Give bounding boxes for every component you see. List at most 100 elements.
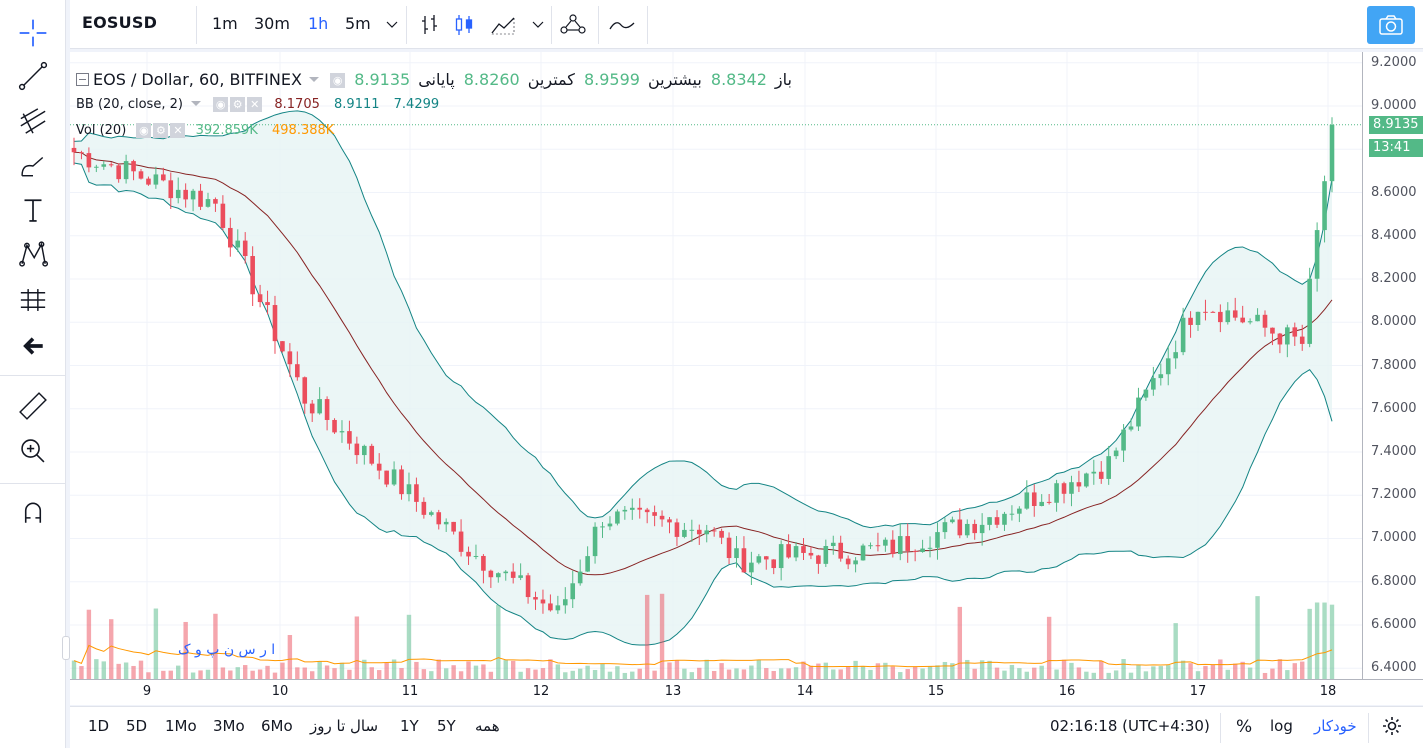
zoom-in-icon[interactable] [12, 432, 54, 470]
legend-open-value: 8.8342 [710, 70, 767, 89]
candle-body [376, 463, 382, 471]
series-title[interactable]: EOS / Dollar, 60, BITFINEX [93, 70, 302, 89]
candle-body [741, 548, 747, 573]
time-axis[interactable]: 9 10 11 12 13 14 15 16 17 18 [70, 679, 1423, 705]
range-1d[interactable]: 1D [88, 717, 110, 735]
bars-icon[interactable] [413, 10, 445, 40]
candle-body [912, 550, 918, 553]
candle-body [1270, 327, 1275, 334]
hide-panel-arrow-icon[interactable] [12, 327, 54, 365]
volume-bar [741, 669, 747, 679]
candle-body [1203, 311, 1208, 313]
candle-body [950, 519, 955, 523]
interval-1h[interactable]: 1h [308, 14, 329, 33]
candle-body [585, 556, 590, 572]
chevron-down-icon[interactable] [522, 10, 554, 40]
volume-bar [823, 662, 829, 679]
volume-bar [1314, 602, 1320, 679]
range-6mo[interactable]: 6Mo [261, 717, 293, 735]
candle-body [644, 509, 650, 513]
range-5y[interactable]: 5Y [437, 717, 456, 735]
collapse-icon[interactable] [76, 73, 89, 86]
trend-line-icon[interactable] [12, 57, 54, 95]
pattern-icon[interactable] [12, 235, 54, 273]
pitchfork-icon[interactable] [12, 102, 54, 140]
chevron-down-icon[interactable] [376, 10, 408, 40]
candle-body [875, 545, 881, 547]
watermark: ا ر س ن پ و ک [178, 642, 276, 658]
eye-icon[interactable]: ◉ [330, 73, 346, 88]
prediction-icon[interactable] [12, 281, 54, 319]
candle-body [429, 512, 434, 515]
bb-basis-value: 8.1705 [274, 97, 320, 112]
candle-body [1210, 311, 1216, 313]
range-5d[interactable]: 5D [126, 717, 148, 735]
volume-bar [726, 669, 732, 679]
candle-body [823, 545, 829, 564]
legend-high-value: 8.9599 [583, 70, 640, 89]
percent-scale-button[interactable]: % [1236, 717, 1253, 737]
close-icon[interactable]: ✕ [170, 123, 186, 138]
volume-bar [406, 614, 412, 679]
range-1mo[interactable]: 1Mo [165, 717, 197, 735]
range-1y[interactable]: 1Y [400, 717, 419, 735]
candle-body [1188, 317, 1193, 325]
interval-30m[interactable]: 30m [254, 14, 290, 33]
brush-icon[interactable] [12, 147, 54, 185]
gear-icon[interactable]: ⚙ [153, 123, 169, 138]
bb-label[interactable]: BB (20, close, 2) [76, 97, 183, 112]
price-axis[interactable]: 9.20009.00008.80008.60008.40008.20008.00… [1362, 52, 1423, 679]
candle-body [1106, 456, 1111, 479]
candle-body [734, 548, 739, 559]
gear-icon[interactable] [1381, 715, 1405, 739]
magnet-icon[interactable] [12, 494, 54, 532]
eye-icon[interactable]: ◉ [213, 97, 229, 112]
volume-bar [935, 665, 940, 679]
symbol-search[interactable]: EOSUSD [82, 13, 158, 32]
candle-body [994, 517, 1000, 525]
close-icon[interactable]: ✕ [247, 97, 263, 112]
volume-bar [563, 672, 568, 679]
candle-body [146, 178, 151, 185]
candle-body [652, 512, 657, 516]
range-all[interactable]: همه [475, 717, 500, 735]
snapshot-button[interactable] [1367, 6, 1415, 44]
volume-bar [161, 670, 166, 679]
volume-bar [295, 667, 300, 679]
volume-bar [109, 619, 114, 679]
log-scale-button[interactable]: log [1270, 717, 1293, 735]
text-icon[interactable] [12, 191, 54, 229]
eye-icon[interactable]: ◉ [136, 123, 152, 138]
volume-bar [1292, 663, 1297, 679]
auto-scale-button[interactable]: خودکار [1314, 717, 1357, 735]
interval-1m[interactable]: 1m [212, 14, 238, 33]
compare-icon[interactable] [606, 10, 638, 40]
vol-label[interactable]: Vol (20) [76, 123, 127, 138]
indicators-icon[interactable] [557, 10, 589, 40]
crosshair-icon[interactable] [12, 14, 54, 52]
range-ytd[interactable]: سال تا روز [310, 717, 379, 735]
candle-body [250, 256, 255, 295]
volume-bar [927, 666, 933, 679]
candle-body [1076, 482, 1082, 487]
area-chart-icon[interactable] [487, 10, 519, 40]
ruler-icon[interactable] [12, 387, 54, 425]
volume-bar [734, 668, 739, 679]
candle-body [1247, 321, 1253, 323]
candle-body [577, 571, 583, 584]
candle-body [339, 431, 345, 433]
volume-bar [1128, 672, 1134, 679]
volume-bar [1054, 669, 1059, 679]
panel-handle[interactable] [62, 636, 70, 660]
volume-bar [607, 671, 613, 679]
chart-pane[interactable]: EOS / Dollar, 60, BITFINEX ◉ باز 8.8342 ب… [62, 52, 1362, 679]
volume-bar [414, 661, 419, 679]
clock[interactable]: 02:16:18 (UTC+4:30) [1050, 717, 1210, 735]
gear-icon[interactable]: ⚙ [230, 97, 246, 112]
range-3mo[interactable]: 3Mo [213, 717, 245, 735]
candles-icon[interactable] [448, 10, 480, 40]
candle-body [1329, 124, 1335, 182]
volume-bar [749, 665, 754, 679]
interval-5m[interactable]: 5m [345, 14, 371, 33]
volume-bar [205, 669, 211, 679]
